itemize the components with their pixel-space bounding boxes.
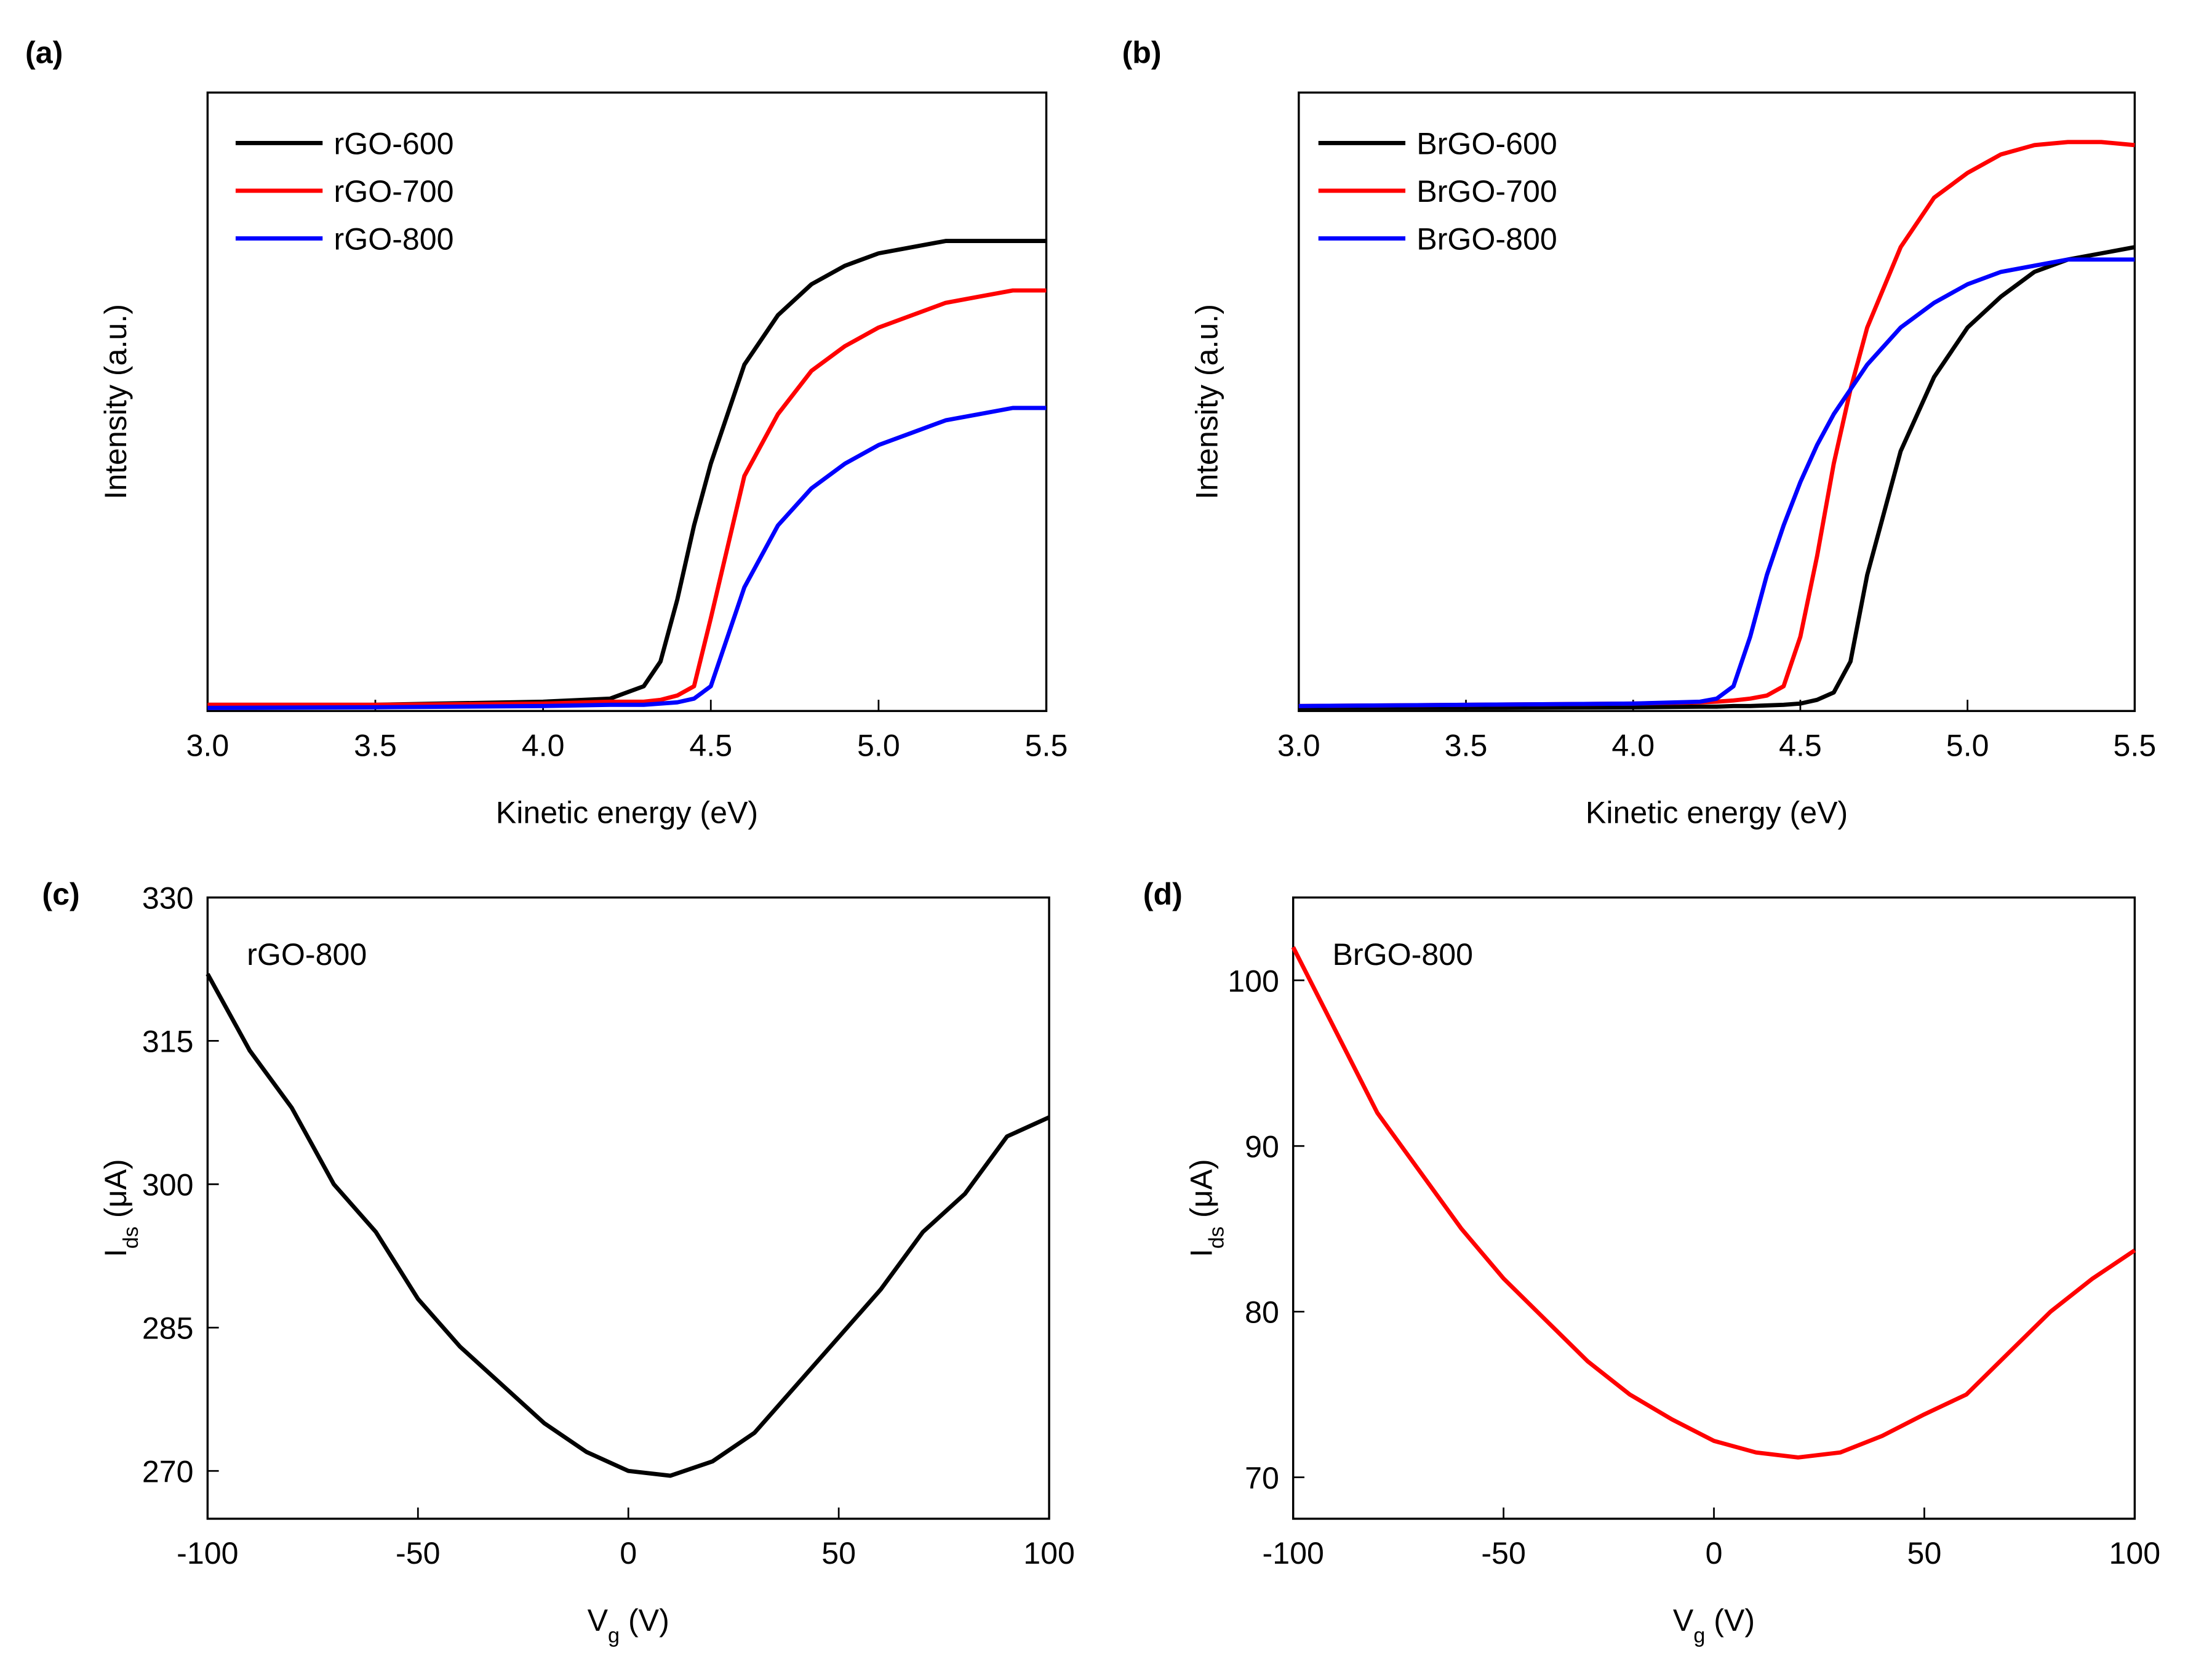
x-axis-label-sub: g [1693, 1624, 1705, 1647]
x-tick-label: 0 [1706, 1536, 1723, 1570]
y-tick-label: 300 [142, 1168, 194, 1202]
x-tick-label: 50 [1907, 1536, 1942, 1570]
x-tick-label: -100 [1263, 1536, 1324, 1570]
y-axis-label-rest: (μA) [1184, 1159, 1218, 1226]
y-tick-label: 270 [142, 1455, 194, 1489]
x-tick-label: 3.5 [1445, 728, 1488, 762]
x-axis-label-rest: (V) [1705, 1603, 1755, 1638]
legend-label: rGO-600 [334, 127, 454, 161]
data-line [206, 973, 1050, 1478]
x-tick-label: 5.5 [1025, 728, 1068, 762]
x-tick-label: -50 [396, 1536, 440, 1570]
y-tick-label: 285 [142, 1311, 194, 1346]
legend-label: BrGO-700 [1416, 174, 1557, 209]
annotation: BrGO-800 [1333, 937, 1473, 972]
y-axis-label: Intensity (a.u.) [98, 304, 133, 500]
legend-label: rGO-800 [334, 222, 454, 257]
x-tick-label: 50 [821, 1536, 856, 1570]
y-tick-label: 315 [142, 1025, 194, 1059]
x-tick-label: 4.0 [1611, 728, 1655, 762]
panel-label: (d) [1143, 877, 1183, 911]
y-tick-label: 100 [1228, 964, 1279, 998]
x-axis-label: Kinetic energy (eV) [496, 796, 758, 830]
legend-label: BrGO-800 [1416, 222, 1557, 257]
x-tick-label: 4.5 [689, 728, 732, 762]
x-axis-label: Vg (V) [1673, 1603, 1755, 1647]
x-tick-label: 3.0 [1277, 728, 1320, 762]
data-line [207, 406, 1047, 710]
y-axis-label: Ids (μA) [1184, 1159, 1228, 1257]
x-tick-label: -50 [1481, 1536, 1525, 1570]
y-axis-label: Ids (μA) [98, 1159, 143, 1257]
y-axis-label-rest: (μA) [98, 1159, 133, 1226]
x-axis-label-sub: g [608, 1624, 620, 1647]
x-tick-label: 4.5 [1779, 728, 1822, 762]
y-axis-label: Intensity (a.u.) [1190, 304, 1224, 500]
x-axis-label: Kinetic energy (eV) [1586, 796, 1848, 830]
plot-frame [1298, 91, 2136, 713]
data-line [1298, 245, 2136, 710]
y-axis-label-main: I [98, 1249, 133, 1257]
legend-label: BrGO-600 [1416, 127, 1557, 161]
x-axis-label-main: V [588, 1603, 609, 1638]
annotation: rGO-800 [247, 937, 367, 972]
panel-label: (c) [42, 877, 79, 911]
x-tick-label: 4.0 [522, 728, 565, 762]
data-line [1291, 946, 2136, 1460]
x-tick-label: 5.0 [857, 728, 900, 762]
y-axis-label-sub: ds [1205, 1226, 1228, 1249]
panel-label: (a) [25, 36, 63, 70]
x-tick-label: 5.0 [1946, 728, 1989, 762]
x-tick-label: 100 [2109, 1536, 2161, 1570]
panel-label: (b) [1122, 36, 1162, 70]
plot-frame [1292, 896, 2136, 1520]
y-axis-label-main: I [1184, 1249, 1218, 1257]
y-tick-label: 70 [1245, 1461, 1279, 1495]
x-tick-label: 3.5 [354, 728, 397, 762]
y-tick-label: 80 [1245, 1295, 1279, 1330]
legend-label: rGO-700 [334, 174, 454, 209]
y-tick-label: 330 [142, 881, 194, 916]
x-tick-label: 5.5 [2114, 728, 2157, 762]
x-axis-label-rest: (V) [620, 1603, 669, 1638]
x-axis-label: Vg (V) [588, 1603, 669, 1647]
x-tick-label: 100 [1023, 1536, 1075, 1570]
x-tick-label: 0 [620, 1536, 637, 1570]
plot-frame [206, 896, 1050, 1520]
x-tick-label: 3.0 [186, 728, 230, 762]
x-axis-label-main: V [1673, 1603, 1694, 1638]
x-tick-label: -100 [177, 1536, 238, 1570]
data-line [207, 288, 1047, 707]
data-line [1298, 257, 2135, 708]
plot-frame [206, 91, 1048, 713]
y-axis-label-sub: ds [119, 1226, 143, 1249]
y-tick-label: 90 [1245, 1129, 1279, 1164]
data-line [207, 239, 1047, 707]
